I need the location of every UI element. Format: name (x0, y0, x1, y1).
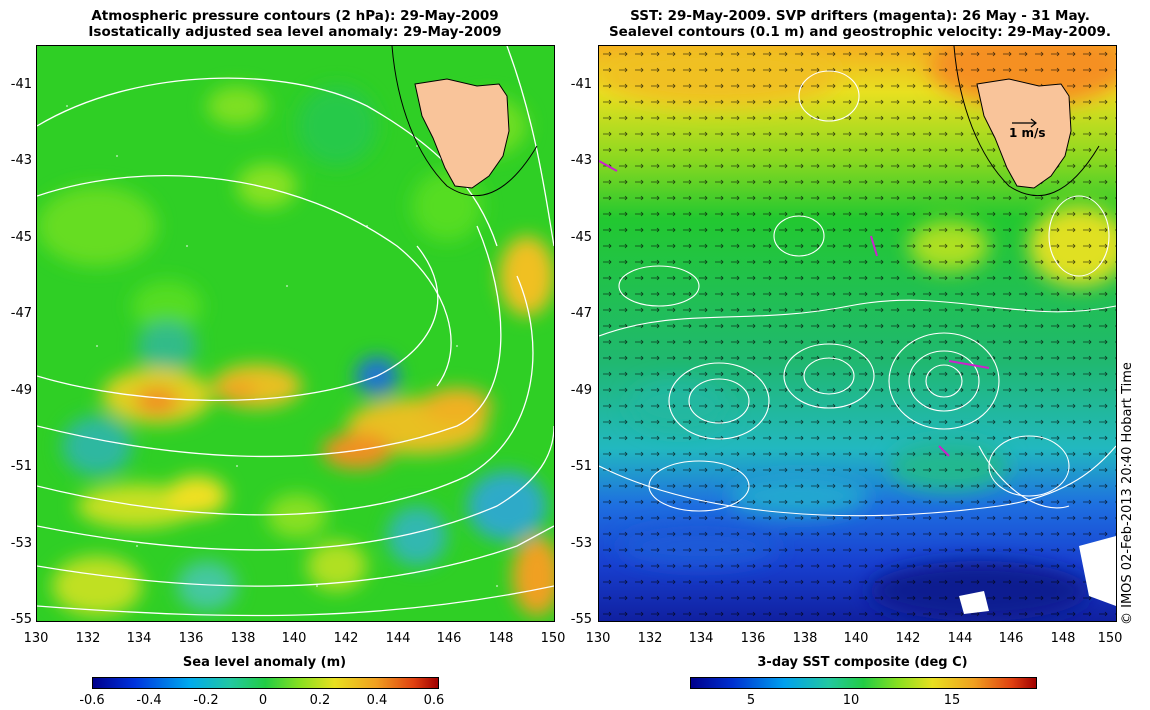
sst-colorbar-title: 3-day SST composite (deg C) (757, 655, 968, 670)
x-tick: 130 (23, 631, 49, 646)
x-tick: 146 (998, 631, 1024, 646)
velocity-scale-label: 1 m/s (1009, 126, 1046, 140)
x-tick: 140 (281, 631, 307, 646)
svp-drifter-tracks (599, 160, 990, 457)
x-tick: 142 (895, 631, 921, 646)
colorbar-tick: 0.4 (366, 693, 388, 708)
x-tick: 146 (436, 631, 462, 646)
y-tick: -47 (570, 306, 592, 321)
y-tick: -47 (10, 306, 32, 321)
x-tick: 144 (947, 631, 973, 646)
x-tick: 136 (740, 631, 766, 646)
tasmania-landmass (414, 78, 510, 189)
x-tick: 138 (792, 631, 818, 646)
left-map-title-line1: Atmospheric pressure contours (2 hPa): 2… (91, 8, 499, 24)
y-tick: -43 (570, 153, 592, 168)
drifter-dots (66, 105, 498, 587)
y-tick: -43 (10, 153, 32, 168)
x-tick: 132 (75, 631, 101, 646)
colorbar-tick: -0.4 (136, 693, 162, 708)
right-map-title-line2: Sealevel contours (0.1 m) and geostrophi… (608, 24, 1112, 40)
x-tick: 144 (385, 631, 411, 646)
y-tick: -49 (10, 383, 32, 398)
colorbar-tick: 15 (943, 693, 961, 708)
x-tick: 136 (178, 631, 204, 646)
y-tick: -45 (570, 230, 592, 245)
colorbar-tick: 0 (258, 693, 268, 708)
tasmania-landmass (976, 78, 1072, 189)
y-tick: -45 (10, 230, 32, 245)
imos-credit: © IMOS 02-Feb-2013 20:40 Hobart Time (1120, 362, 1135, 625)
colorbar-tick: -0.2 (193, 693, 219, 708)
sealevel-contours (599, 70, 1116, 517)
x-tick: 148 (1050, 631, 1076, 646)
y-tick: -55 (10, 612, 32, 627)
colorbar-tick: 5 (746, 693, 756, 708)
pressure-contours (37, 46, 554, 617)
y-tick: -41 (10, 77, 32, 92)
colorbar-tick: -0.6 (79, 693, 105, 708)
colorbar-tick: 10 (842, 693, 860, 708)
x-tick: 142 (333, 631, 359, 646)
y-tick: -51 (10, 459, 32, 474)
x-tick: 132 (637, 631, 663, 646)
y-tick: -49 (570, 383, 592, 398)
x-tick: 134 (688, 631, 714, 646)
x-tick: 150 (540, 631, 566, 646)
y-tick: -51 (570, 459, 592, 474)
sst-map: 1 m/s (598, 45, 1117, 622)
y-tick: -53 (10, 536, 32, 551)
y-tick: -55 (570, 612, 592, 627)
y-tick: -53 (570, 536, 592, 551)
x-tick: 140 (843, 631, 869, 646)
x-tick: 134 (126, 631, 152, 646)
sea-level-anomaly-map (36, 45, 555, 622)
right-map-title-line1: SST: 29-May-2009. SVP drifters (magenta)… (630, 8, 1090, 24)
no-data-patches (959, 536, 1116, 614)
sst-colorbar (690, 677, 1037, 689)
colorbar-tick: 0.6 (423, 693, 445, 708)
left-map-title-line2: Isostatically adjusted sea level anomaly… (88, 24, 502, 40)
velocity-scale-arrow (1012, 118, 1037, 128)
x-tick: 130 (585, 631, 611, 646)
sla-colorbar (92, 677, 439, 689)
x-tick: 138 (230, 631, 256, 646)
colorbar-tick: 0.2 (309, 693, 331, 708)
x-tick: 148 (488, 631, 514, 646)
x-tick: 150 (1097, 631, 1123, 646)
y-tick: -41 (570, 77, 592, 92)
sla-colorbar-title: Sea level anomaly (m) (182, 655, 347, 670)
